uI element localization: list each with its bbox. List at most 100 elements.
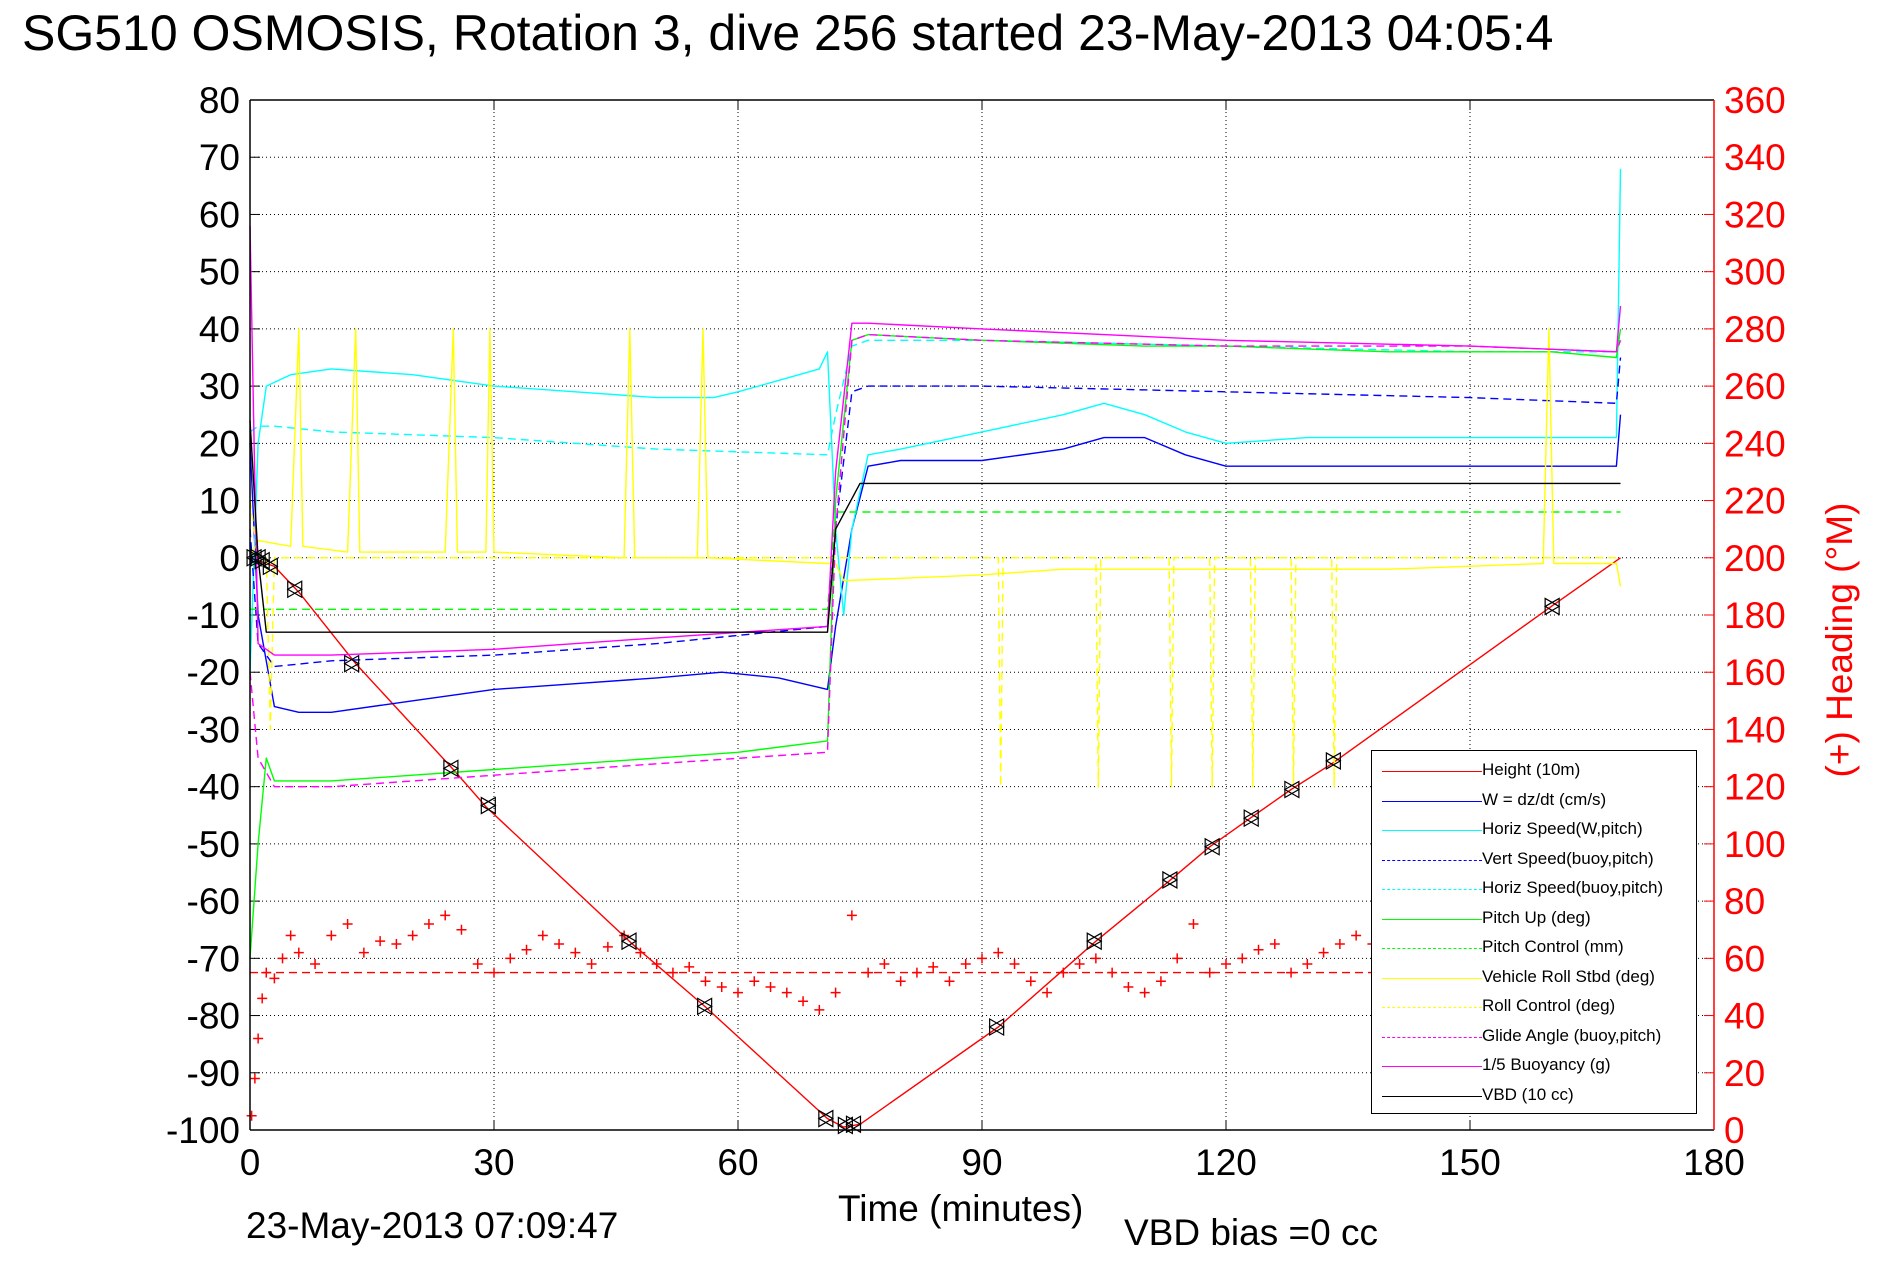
x-tick-label: 150 [1439, 1142, 1501, 1183]
legend-label: Roll Control (deg) [1482, 996, 1616, 1015]
y-tick-label: 70 [199, 137, 240, 178]
legend-item: Roll Control (deg) [1372, 993, 1696, 1022]
legend-label: Glide Angle (buoy,pitch) [1482, 1025, 1662, 1045]
right-y-tick-label: 20 [1724, 1053, 1765, 1094]
heading-marker [246, 1110, 257, 1121]
x-tick-label: 0 [240, 1142, 261, 1183]
heading-marker [537, 930, 548, 941]
y-tick-label: -90 [187, 1053, 240, 1094]
heading-marker [423, 919, 434, 929]
legend-label: Height (10m) [1482, 760, 1581, 779]
heading-marker [602, 941, 613, 952]
right-y-tick-label: 340 [1724, 137, 1786, 178]
heading-marker [1221, 959, 1231, 970]
heading-marker [456, 924, 467, 935]
legend-swatch [1382, 948, 1482, 949]
legend-swatch [1382, 977, 1482, 979]
heading-marker [261, 967, 272, 978]
heading-marker [651, 959, 662, 970]
series-horiz-speed-w-pitch [249, 168, 1622, 673]
right-y-axis-label: (+) Heading (°M) [1819, 502, 1860, 778]
legend-swatch [1382, 830, 1482, 831]
heading-marker [505, 953, 516, 964]
gps-fix-marker-rev [988, 1017, 1005, 1037]
y-tick-label: 10 [199, 481, 240, 522]
heading-marker [1269, 939, 1280, 950]
legend-item: VBD (10 cc) [1372, 1082, 1696, 1111]
series-horiz-speed-buoy-pitch [249, 339, 1622, 456]
heading-marker [619, 930, 630, 941]
heading-marker [1107, 967, 1118, 978]
heading-marker [521, 944, 532, 955]
legend-swatch [1382, 771, 1482, 772]
right-y-tick-label: 300 [1724, 252, 1786, 293]
heading-marker [846, 910, 857, 921]
heading-marker [1286, 967, 1297, 978]
right-y-tick-label: 240 [1724, 423, 1786, 464]
heading-marker [798, 996, 809, 1007]
vbd-bias-note: VBD bias =0 cc [1124, 1212, 1378, 1253]
legend-label: Horiz Speed(W,pitch) [1482, 819, 1643, 838]
heading-marker [407, 930, 418, 941]
heading-marker [1334, 939, 1345, 950]
heading-marker [269, 973, 280, 984]
heading-marker [586, 959, 597, 970]
gps-fix-marker-rev [1325, 751, 1341, 770]
heading-marker [489, 967, 499, 978]
plot-timestamp: 23-May-2013 07:09:47 [246, 1205, 619, 1246]
gps-fix-marker-rev [1203, 837, 1220, 856]
heading-marker [879, 959, 890, 970]
heading-marker [765, 981, 776, 992]
heading-marker [253, 1033, 264, 1044]
heading-marker [944, 976, 955, 987]
heading-marker [1172, 953, 1183, 964]
heading-marker [285, 930, 296, 941]
legend-swatch [1382, 889, 1482, 890]
heading-marker [733, 987, 743, 998]
x-axis-label: Time (minutes) [838, 1188, 1084, 1229]
heading-marker [554, 939, 565, 950]
heading-marker [257, 993, 268, 1004]
gps-fix-marker-rev [1086, 932, 1102, 951]
heading-marker [1074, 959, 1085, 970]
right-y-tick-label: 140 [1724, 709, 1786, 750]
heading-marker [1188, 919, 1199, 929]
gps-fix-marker-rev [620, 932, 637, 951]
heading-marker [472, 959, 483, 970]
heading-marker [1139, 987, 1150, 998]
y-tick-label: 30 [199, 366, 240, 407]
series-vbd-10-cc [249, 420, 1621, 633]
legend-item: Vehicle Roll Stbd (deg) [1372, 964, 1696, 993]
legend-item: Horiz Speed(buoy,pitch) [1372, 875, 1696, 904]
gps-fix-marker-rev [1161, 870, 1178, 889]
heading-marker [1302, 959, 1313, 970]
heading-marker [277, 953, 288, 964]
chart-title: SG510 OSMOSIS, Rotation 3, dive 256 star… [22, 5, 1554, 61]
heading-marker [1090, 953, 1101, 964]
gps-fix-marker-rev [817, 1109, 834, 1128]
y-tick-label: 60 [199, 194, 240, 235]
right-y-tick-label: 180 [1724, 595, 1786, 636]
heading-marker [911, 967, 922, 978]
legend-swatch [1382, 1036, 1482, 1038]
right-y-tick-label: 60 [1724, 938, 1765, 979]
legend-swatch [1382, 1095, 1482, 1097]
legend-item: Height (10m) [1372, 757, 1696, 786]
gps-fix-marker-rev [442, 759, 459, 778]
legend-label: Vert Speed(buoy,pitch) [1482, 848, 1654, 868]
heading-marker [249, 1073, 260, 1084]
heading-marker [293, 947, 304, 958]
legend-label: W = dz/dt (cm/s) [1482, 789, 1607, 809]
series-pitch-control-mm [250, 511, 1621, 610]
y-tick-label: -40 [187, 767, 240, 808]
legend-item: 1/5 Buoyancy (g) [1372, 1052, 1696, 1081]
heading-marker [391, 939, 402, 950]
x-tick-label: 60 [717, 1142, 758, 1183]
legend-label: Horiz Speed(buoy,pitch) [1482, 878, 1664, 897]
legend-label: Pitch Control (mm) [1482, 937, 1624, 956]
y-tick-label: 80 [199, 80, 240, 121]
heading-marker [700, 976, 711, 987]
right-y-tick-label: 40 [1724, 996, 1765, 1037]
heading-marker [1253, 944, 1264, 955]
